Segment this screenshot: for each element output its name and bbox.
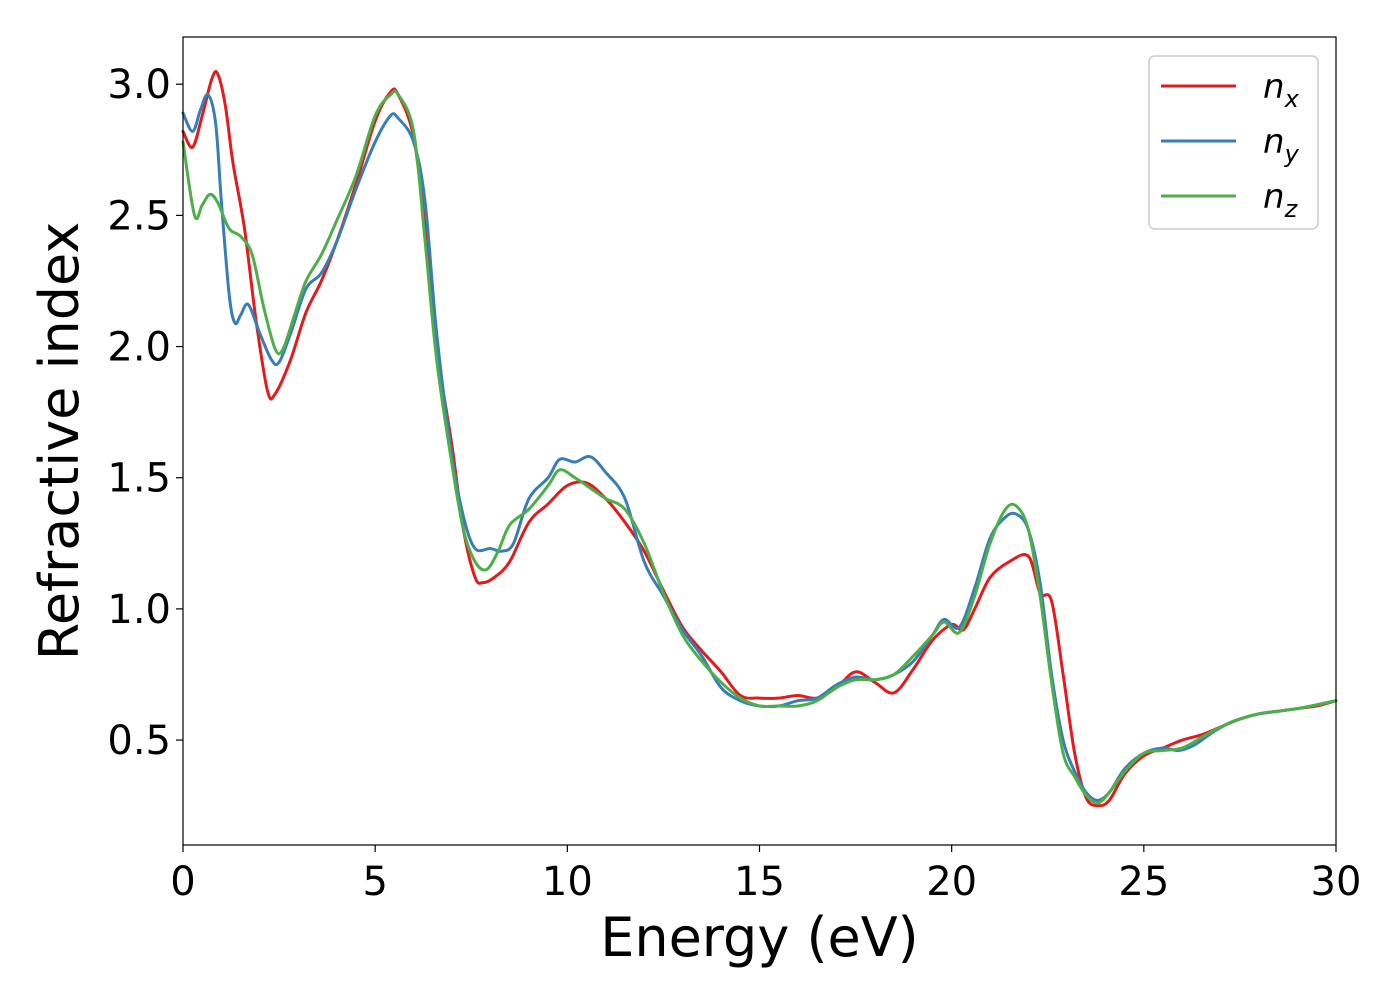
x-axis-label: Energy (eV) [600, 906, 919, 969]
y-tick-label: 2.0 [107, 325, 171, 371]
y-tick-label: 1.5 [107, 456, 171, 502]
y-tick-label: 3.0 [107, 62, 171, 108]
x-tick-label: 5 [362, 859, 387, 905]
y-tick-label: 1.0 [107, 587, 171, 633]
y-tick-label: 0.5 [107, 718, 171, 764]
series-lines [181, 70, 1338, 808]
x-tick-label: 15 [734, 859, 785, 905]
series-line-nx [181, 70, 1338, 808]
x-axis-ticks: 0 5 10 15 20 25 30 [170, 845, 1361, 905]
x-tick-label: 0 [170, 859, 195, 905]
y-axis-ticks: 0.5 1.0 1.5 2.0 2.5 3.0 [107, 62, 183, 764]
plot-area-background [183, 37, 1336, 845]
x-tick-label: 30 [1311, 859, 1362, 905]
y-tick-label: 2.5 [107, 193, 171, 239]
x-tick-label: 25 [1118, 859, 1169, 905]
x-tick-label: 20 [926, 859, 977, 905]
y-axis-label: Refractive index [28, 222, 91, 661]
series-line-ny [181, 93, 1338, 802]
x-tick-label: 10 [542, 859, 593, 905]
series-line-nz [181, 89, 1338, 805]
